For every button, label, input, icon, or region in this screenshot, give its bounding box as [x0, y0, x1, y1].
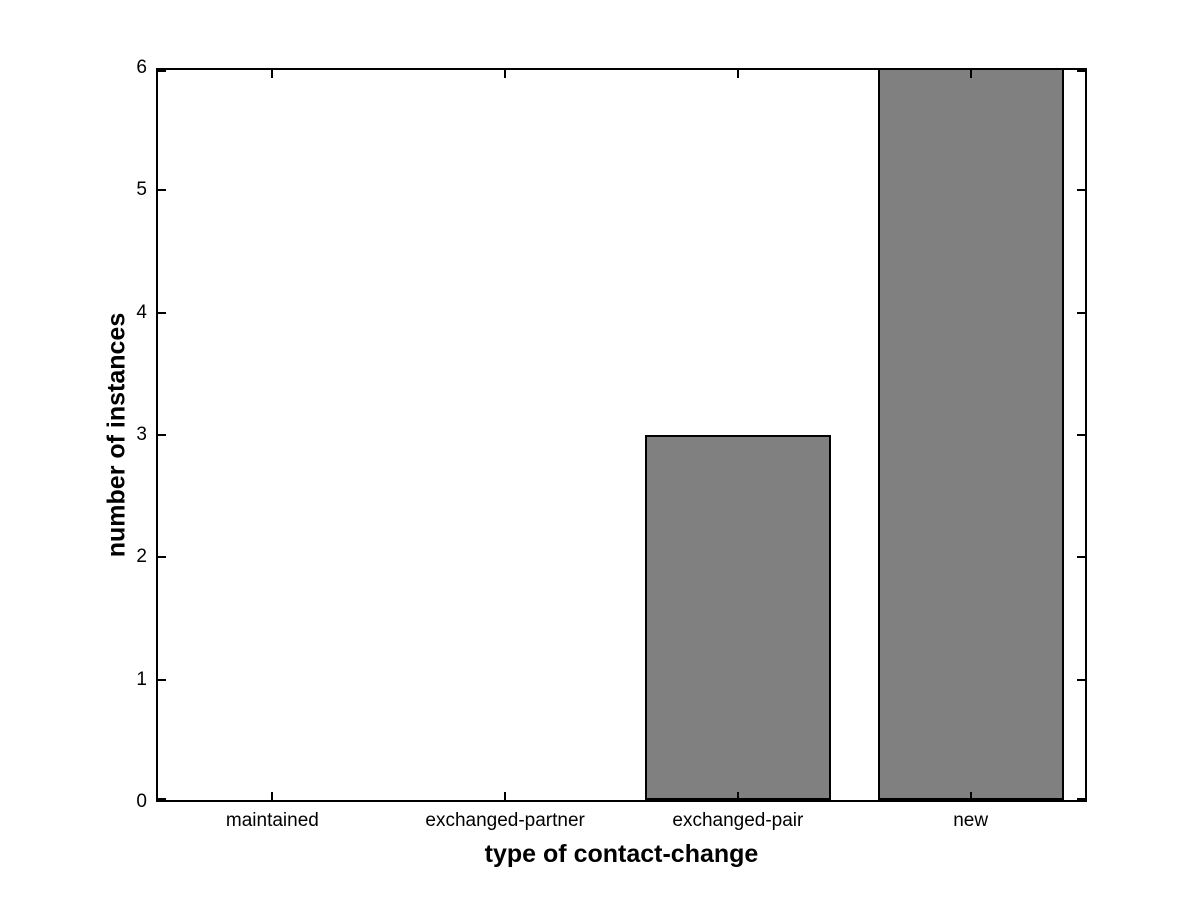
y-tick-label-0: 0: [136, 791, 147, 812]
y-tick-left-4: [158, 311, 166, 314]
x-tick-bottom-new: [969, 792, 972, 800]
y-tick-left-3: [158, 434, 166, 436]
x-tick-label-maintained: maintained: [225, 810, 319, 831]
y-tick-right-6: [1077, 70, 1085, 72]
y-tick-right-1: [1077, 678, 1085, 681]
x-tick-label-exchanged-partner: exchanged-partner: [425, 810, 585, 831]
y-tick-label-3: 3: [136, 424, 147, 445]
y-tick-label-4: 4: [136, 301, 147, 323]
y-tick-left-5: [158, 189, 166, 192]
bar-exchanged-pair: [644, 435, 831, 800]
y-axis-label: number of instances: [102, 312, 131, 558]
y-tick-left-6: [158, 70, 166, 72]
x-tick-top-maintained: [271, 70, 274, 78]
bar-new: [877, 68, 1064, 800]
plot-area: [156, 68, 1087, 802]
y-tick-label-1: 1: [136, 668, 147, 690]
y-tick-right-3: [1077, 434, 1085, 436]
x-tick-label-exchanged-pair: exchanged-pair: [672, 810, 804, 831]
y-tick-right-0: [1077, 798, 1085, 800]
y-tick-label-2: 2: [136, 546, 147, 568]
y-tick-label-5: 5: [136, 179, 147, 201]
y-tick-left-0: [158, 798, 166, 800]
x-axis-label: type of contact-change: [484, 840, 759, 868]
y-tick-left-1: [158, 678, 166, 681]
y-tick-left-2: [158, 556, 166, 559]
x-tick-bottom-exchanged-partner: [504, 792, 507, 800]
y-tick-right-5: [1077, 189, 1085, 192]
x-tick-top-new: [969, 70, 972, 78]
x-tick-top-exchanged-partner: [504, 70, 507, 78]
x-tick-label-new: new: [953, 810, 989, 831]
x-tick-bottom-exchanged-pair: [736, 792, 739, 800]
y-tick-right-2: [1077, 556, 1085, 559]
y-tick-label-6: 6: [136, 57, 147, 78]
y-tick-right-4: [1077, 311, 1085, 314]
x-tick-top-exchanged-pair: [736, 70, 739, 78]
x-tick-bottom-maintained: [271, 792, 274, 800]
